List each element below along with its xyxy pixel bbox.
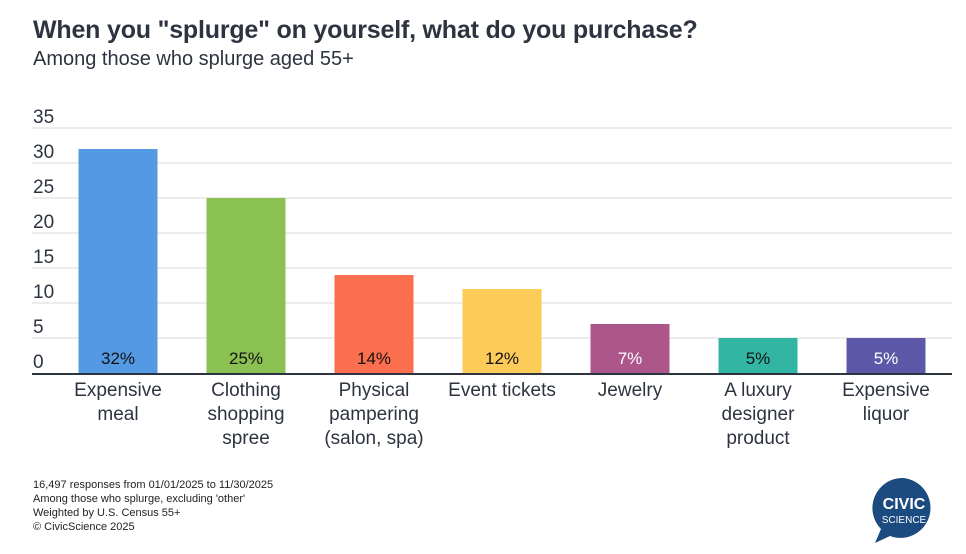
footnote-population: Among those who splurge, excluding 'othe…: [33, 493, 246, 505]
y-tick-label: 20: [33, 212, 54, 233]
bar: [718, 338, 798, 373]
x-tick-label: spree: [222, 428, 270, 449]
x-tick-label: meal: [97, 404, 138, 425]
y-tick-label: 15: [33, 247, 54, 268]
data-label: 14%: [357, 349, 391, 368]
data-label: 12%: [485, 349, 519, 368]
y-tick-label: 35: [33, 107, 54, 128]
x-tick-label: Jewelry: [598, 380, 663, 401]
x-tick-label: (salon, spa): [324, 428, 423, 449]
footnote-copyright: © CivicScience 2025: [33, 521, 135, 533]
bar: [462, 289, 542, 373]
y-tick-label: 25: [33, 177, 54, 198]
bar-chart: 0 5 10 15 20 25 30 35 32% 25% 14% 12% 7% 5% 5% Expens…: [32, 107, 952, 449]
logo-text-civic: CIVIC: [883, 496, 926, 513]
chart-subtitle: Among those who splurge aged 55+: [33, 48, 354, 70]
data-label: 5%: [874, 349, 899, 368]
x-tick-label: Expensive: [842, 380, 930, 401]
bar: [590, 324, 670, 373]
x-tick-label: shopping: [207, 404, 284, 425]
x-tick-label: Expensive: [74, 380, 162, 401]
bar: [334, 275, 414, 373]
x-tick-label: product: [726, 428, 790, 449]
x-tick-label: designer: [722, 404, 796, 425]
civicscience-logo: CIVIC SCIENCE: [872, 477, 931, 543]
y-tick-label: 0: [33, 352, 44, 373]
y-tick-label: 10: [33, 282, 54, 303]
footnotes: 16,497 responses from 01/01/2025 to 11/3…: [33, 478, 273, 534]
x-tick-label: pampering: [329, 404, 419, 425]
footnote-weighting: Weighted by U.S. Census 55+: [33, 507, 181, 519]
speech-bubble-icon: [872, 477, 931, 543]
chart-title: When you "splurge" on yourself, what do …: [33, 16, 698, 44]
x-axis-labels: Expensive meal Clothing shopping spree Physic…: [74, 380, 930, 449]
bars: [78, 149, 926, 373]
bar: [846, 338, 926, 373]
x-tick-label: Physical: [339, 380, 410, 401]
bar: [78, 149, 158, 373]
data-label: 32%: [101, 349, 135, 368]
bar: [206, 198, 286, 373]
x-tick-label: A luxury: [724, 380, 792, 401]
data-labels: 32% 25% 14% 12% 7% 5% 5%: [101, 349, 898, 368]
data-label: 25%: [229, 349, 263, 368]
data-label: 7%: [618, 349, 643, 368]
logo-text-science: SCIENCE: [882, 515, 927, 526]
footnote-responses: 16,497 responses from 01/01/2025 to 11/3…: [33, 479, 274, 491]
x-tick-label: Event tickets: [448, 380, 556, 401]
data-label: 5%: [746, 349, 771, 368]
x-tick-label: Clothing: [211, 380, 281, 401]
x-tick-label: liquor: [863, 404, 910, 425]
y-tick-label: 30: [33, 142, 54, 163]
y-axis-ticks: 0 5 10 15 20 25 30 35: [33, 107, 54, 373]
y-tick-label: 5: [33, 317, 44, 338]
